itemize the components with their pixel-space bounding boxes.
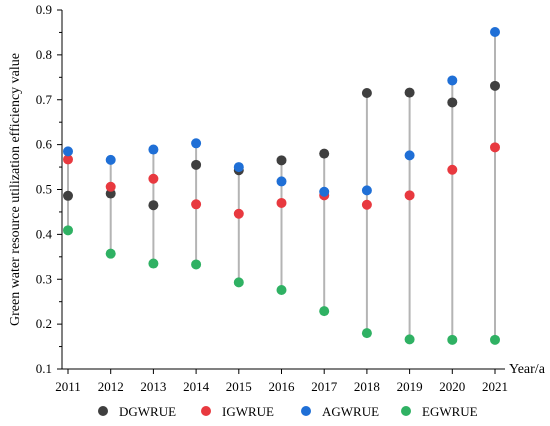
data-point xyxy=(490,26,500,37)
legend-marker xyxy=(301,406,311,416)
data-point xyxy=(361,88,372,99)
y-tick-label: 0.4 xyxy=(36,226,53,241)
axes: 0.1 0.2 0.3 0.4 0.5 0.6 0.7 0.8 0.9 2011 2012 2013 2… xyxy=(36,2,508,394)
x-axis-title: Year/a xyxy=(509,362,546,377)
y-tick-label: 0.8 xyxy=(36,47,52,62)
data-point xyxy=(233,208,244,219)
y-tick-label: 0.1 xyxy=(36,361,52,376)
series-dgwrue xyxy=(63,80,500,211)
data-point xyxy=(191,138,202,149)
legend: DGWRUE IGWRUE AGWRUE EGWRUE xyxy=(98,404,478,419)
x-tick-label: 2017 xyxy=(311,379,338,394)
data-point xyxy=(148,173,159,184)
data-point xyxy=(447,75,458,86)
data-point xyxy=(148,144,159,155)
x-tick-label: 2011 xyxy=(55,379,81,394)
x-tick-label: 2015 xyxy=(226,379,252,394)
data-point xyxy=(490,334,500,345)
series-egwrue xyxy=(63,225,500,345)
x-tick-label: 2021 xyxy=(482,379,508,394)
data-point xyxy=(63,225,73,236)
data-point xyxy=(490,80,500,91)
y-tick-label: 0.9 xyxy=(36,2,52,17)
data-point xyxy=(447,97,458,108)
data-point xyxy=(361,185,372,196)
data-point xyxy=(105,248,116,259)
legend-label: EGWRUE xyxy=(422,404,478,419)
data-point xyxy=(404,334,415,345)
data-point xyxy=(490,142,500,153)
data-point xyxy=(404,87,415,98)
data-point xyxy=(233,162,244,173)
data-point xyxy=(105,181,116,192)
data-point xyxy=(404,190,415,201)
x-tick-label: 2020 xyxy=(439,379,465,394)
x-tick-label: 2018 xyxy=(354,379,380,394)
data-point xyxy=(191,159,202,170)
data-point xyxy=(361,199,372,210)
x-tick-label: 2016 xyxy=(269,379,296,394)
legend-label: DGWRUE xyxy=(119,404,176,419)
data-point xyxy=(276,155,287,166)
data-point xyxy=(276,176,287,187)
data-point xyxy=(233,277,244,288)
data-point xyxy=(191,199,202,210)
legend-marker xyxy=(201,406,211,416)
data-point xyxy=(105,154,116,165)
y-axis-title: Green water resource utilization efficie… xyxy=(8,53,23,326)
legend-marker xyxy=(401,406,411,416)
data-point xyxy=(63,190,73,201)
data-points xyxy=(63,26,500,345)
y-tick-label: 0.3 xyxy=(36,271,52,286)
x-tick-label: 2014 xyxy=(183,379,210,394)
data-point xyxy=(447,164,458,175)
data-point xyxy=(447,334,458,345)
legend-marker xyxy=(98,406,108,416)
data-point xyxy=(319,306,330,317)
x-tick-label: 2012 xyxy=(98,379,124,394)
data-point xyxy=(63,154,73,165)
y-tick-label: 0.7 xyxy=(36,92,53,107)
legend-label: IGWRUE xyxy=(222,404,274,419)
data-point xyxy=(319,148,330,159)
data-point xyxy=(276,197,287,208)
data-point xyxy=(404,150,415,161)
x-tick-label: 2019 xyxy=(397,379,423,394)
series-agwrue xyxy=(63,26,500,197)
data-point xyxy=(148,258,159,269)
data-point xyxy=(319,186,330,197)
x-tick-label: 2013 xyxy=(140,379,166,394)
data-point xyxy=(191,259,202,270)
range-lines xyxy=(67,31,496,340)
legend-label: AGWRUE xyxy=(322,404,379,419)
y-tick-label: 0.2 xyxy=(36,316,52,331)
data-point xyxy=(63,146,73,157)
data-point xyxy=(148,200,159,211)
data-point xyxy=(361,328,372,339)
y-tick-label: 0.6 xyxy=(36,137,53,152)
data-point xyxy=(276,285,287,296)
y-tick-label: 0.5 xyxy=(36,182,52,197)
